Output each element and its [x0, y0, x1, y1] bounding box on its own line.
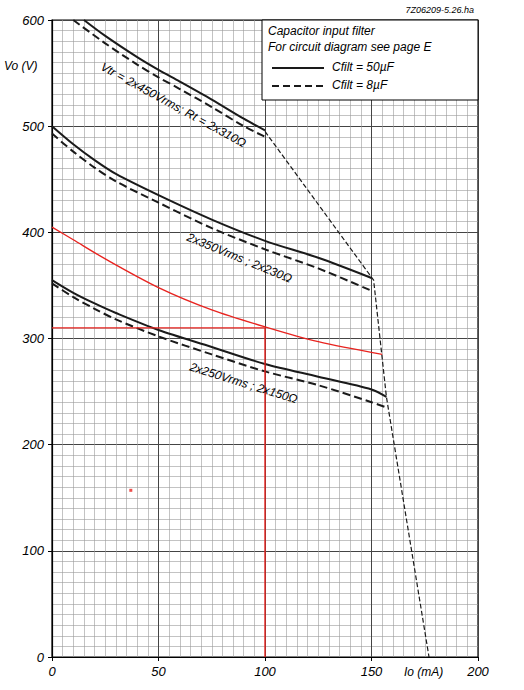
svg-text:2x350Vrms ; 2x230Ω: 2x350Vrms ; 2x230Ω: [184, 230, 294, 286]
svg-text:100: 100: [22, 543, 44, 558]
svg-text:2x250Vrms ; 2x150Ω: 2x250Vrms ; 2x150Ω: [187, 360, 299, 407]
svg-text:400: 400: [22, 225, 44, 240]
svg-text:200: 200: [466, 664, 489, 679]
svg-text:600: 600: [22, 13, 44, 28]
svg-text:Io (mA): Io (mA): [404, 665, 443, 679]
svg-text:Capacitor input filter: Capacitor input filter: [268, 24, 376, 38]
svg-text:For circuit diagram see page E: For circuit diagram see page E: [268, 40, 432, 54]
svg-text:Cfilt = 8µF: Cfilt = 8µF: [332, 78, 388, 92]
svg-text:7Z06209-5.26.ha: 7Z06209-5.26.ha: [405, 5, 474, 15]
svg-text:Vtr = 2x450Vrms; Rt = 2x310Ω: Vtr = 2x450Vrms; Rt = 2x310Ω: [98, 60, 248, 151]
svg-text:0: 0: [48, 664, 56, 679]
svg-text:100: 100: [254, 664, 276, 679]
svg-text:200: 200: [21, 437, 44, 452]
svg-text:300: 300: [22, 331, 44, 346]
svg-text:Cfilt = 50µF: Cfilt = 50µF: [332, 60, 395, 74]
svg-text:50: 50: [151, 664, 166, 679]
svg-text:Vo (V): Vo (V): [4, 59, 38, 73]
svg-text:0: 0: [37, 650, 45, 665]
svg-text:150: 150: [361, 664, 383, 679]
svg-text:500: 500: [22, 119, 44, 134]
